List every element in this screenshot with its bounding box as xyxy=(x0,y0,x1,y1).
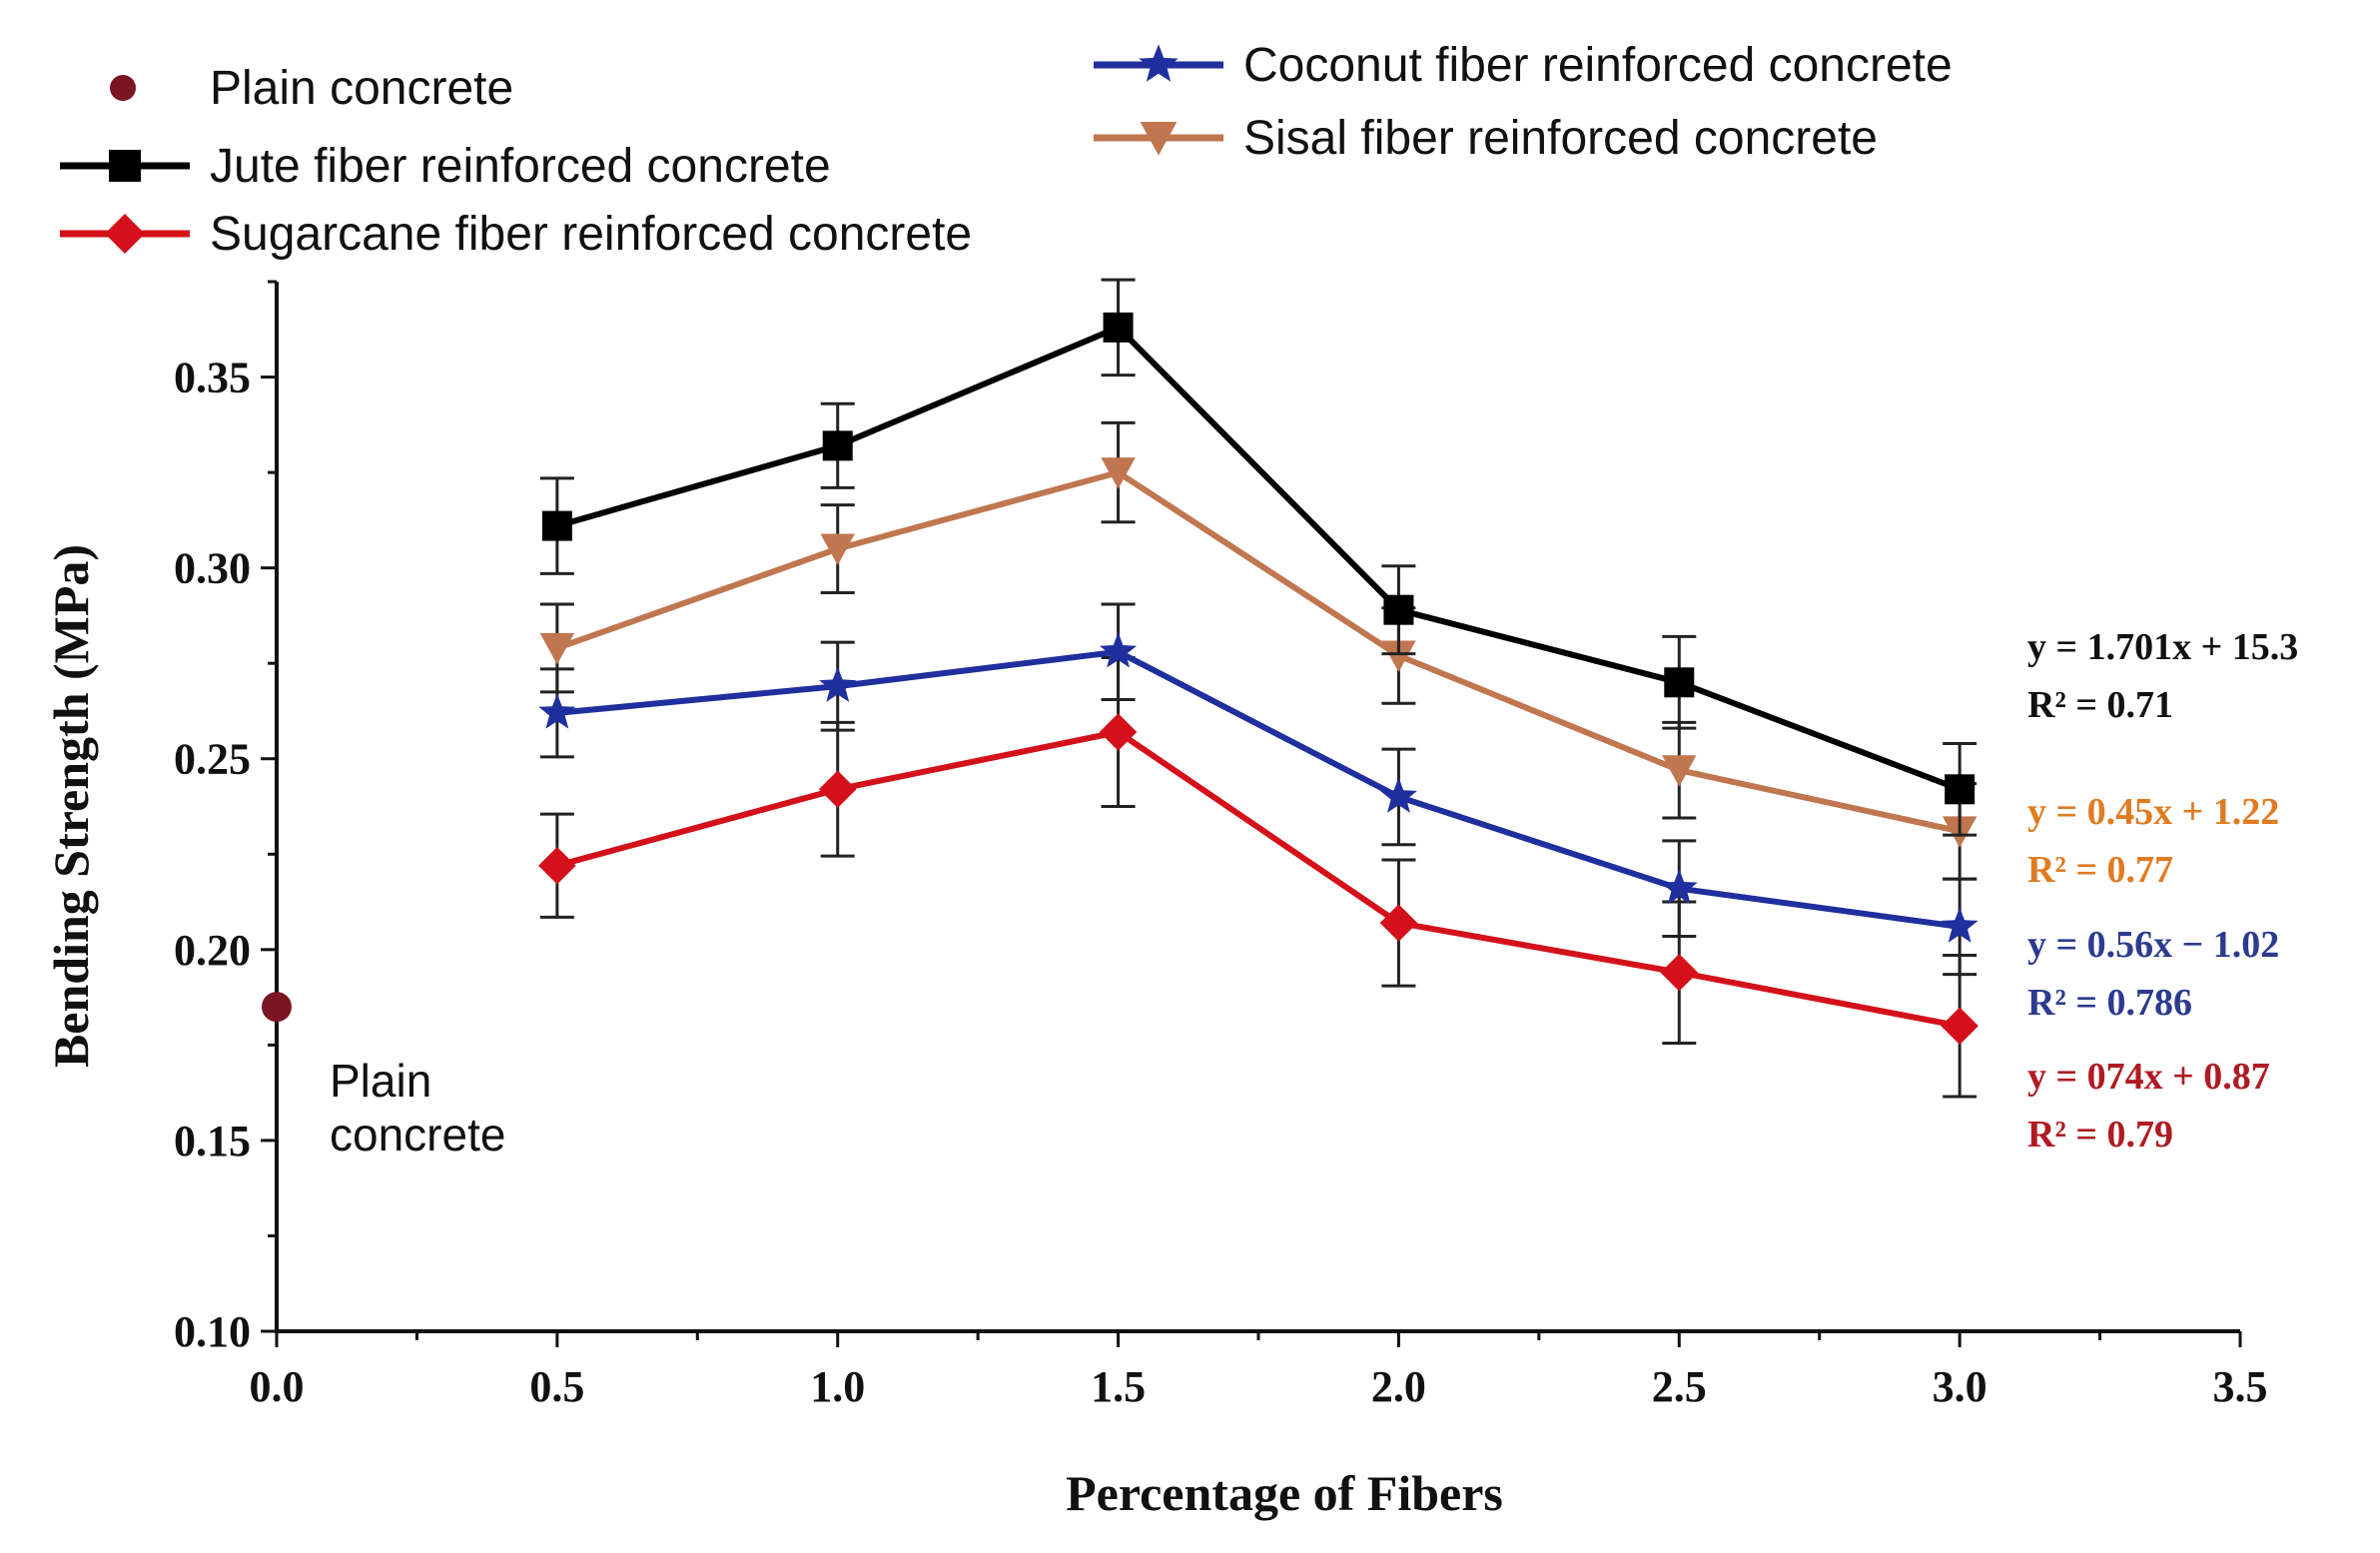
legend-marker xyxy=(109,150,141,182)
r-squared-value: R² = 0.79 xyxy=(2027,1114,2173,1156)
axes: 0.0 0.5 1.0 1.5 2.0 2.5 3.0 3.5 0.10 0.15 0.20 0.25… xyxy=(174,280,2268,1411)
data-point xyxy=(819,666,857,702)
x-tick-label: 0.0 xyxy=(250,1362,305,1411)
data-point xyxy=(1941,1007,1979,1046)
data-point xyxy=(1664,667,1695,698)
data-point xyxy=(1383,594,1414,625)
series-line xyxy=(556,729,1961,1030)
data-point xyxy=(1379,904,1418,942)
legend-label: Sisal fiber reinforced concrete xyxy=(1243,112,1878,165)
data-point xyxy=(822,430,853,461)
legend-label: Sugarcane fiber reinforced concrete xyxy=(210,208,972,261)
data-point xyxy=(538,846,576,885)
legend-label: Jute fiber reinforced concrete xyxy=(210,140,831,193)
legend-item: Coconut fiber reinforced concrete xyxy=(1094,39,1953,92)
data-point xyxy=(1103,312,1134,343)
legend-marker xyxy=(105,214,145,254)
data-point xyxy=(1941,907,1979,943)
data-point xyxy=(1945,774,1976,805)
r-squared-value: R² = 0.71 xyxy=(2027,684,2173,726)
r-squared-value: R² = 0.77 xyxy=(2027,849,2173,891)
series-square xyxy=(539,278,1978,837)
x-tick-label: 2.0 xyxy=(1371,1362,1426,1411)
data-point xyxy=(1099,713,1138,751)
data-point xyxy=(1101,457,1136,489)
y-tick-label: 0.15 xyxy=(174,1117,251,1165)
x-tick-label: 0.5 xyxy=(529,1362,584,1411)
data-point xyxy=(1660,869,1698,905)
legend-marker xyxy=(1139,44,1179,82)
y-tick-label: 0.30 xyxy=(174,544,251,593)
y-axis-title: Bending Strength (MPa) xyxy=(43,544,99,1068)
x-tick-label: 3.0 xyxy=(1933,1362,1987,1411)
data-point xyxy=(1660,953,1699,992)
legend-label: Coconut fiber reinforced concrete xyxy=(1243,39,1953,92)
trend-equation: y = 074x + 0.87 xyxy=(2027,1056,2270,1098)
data-point xyxy=(1379,777,1417,813)
data-point xyxy=(539,632,575,665)
legend-item: Sugarcane fiber reinforced concrete xyxy=(60,208,972,261)
legend-item: Sisal fiber reinforced concrete xyxy=(1094,112,1878,165)
r-squared-value: R² = 0.786 xyxy=(2027,982,2192,1024)
y-tick-label: 0.35 xyxy=(174,354,251,402)
data-point xyxy=(1100,632,1138,668)
plain-concrete-note-line2: concrete xyxy=(330,1109,505,1161)
legend: Plain concrete Jute fiber reinforced conc… xyxy=(60,39,1953,261)
x-axis-title: Percentage of Fibers xyxy=(1066,1465,1503,1521)
y-tick-label: 0.10 xyxy=(174,1307,251,1356)
x-tick-label: 1.0 xyxy=(810,1362,865,1411)
legend-item: Plain concrete xyxy=(110,62,513,115)
trend-equation: y = 0.45x + 1.22 xyxy=(2027,791,2279,833)
x-tick-label: 1.5 xyxy=(1091,1362,1146,1411)
x-tick-label: 2.5 xyxy=(1652,1362,1707,1411)
trend-equation: y = 1.701x + 15.3 xyxy=(2027,626,2298,668)
legend-marker xyxy=(1140,122,1178,156)
data-point xyxy=(538,693,576,729)
series-line xyxy=(555,469,1961,835)
data-point xyxy=(820,533,855,566)
series-line xyxy=(556,648,1961,930)
legend-label: Plain concrete xyxy=(210,62,513,115)
data-point xyxy=(541,510,572,541)
trend-equation: y = 0.56x − 1.02 xyxy=(2027,924,2279,966)
data-point xyxy=(1381,640,1416,673)
y-tick-label: 0.20 xyxy=(174,926,251,975)
legend-marker xyxy=(110,75,136,101)
legend-item: Jute fiber reinforced concrete xyxy=(60,140,831,193)
series-layer xyxy=(262,278,1979,1099)
data-point xyxy=(818,770,857,809)
plain-concrete-point xyxy=(262,992,292,1023)
series-star xyxy=(538,602,1979,977)
series-line xyxy=(556,324,1962,793)
y-tick-label: 0.25 xyxy=(174,735,251,784)
x-tick-label: 3.5 xyxy=(2213,1362,2268,1411)
plain-concrete-note-line1: Plain xyxy=(330,1055,431,1107)
data-point xyxy=(1662,755,1697,787)
trend-equations: y = 1.701x + 15.3 R² = 0.71 y = 0.45x + 1.… xyxy=(2027,626,2298,1156)
